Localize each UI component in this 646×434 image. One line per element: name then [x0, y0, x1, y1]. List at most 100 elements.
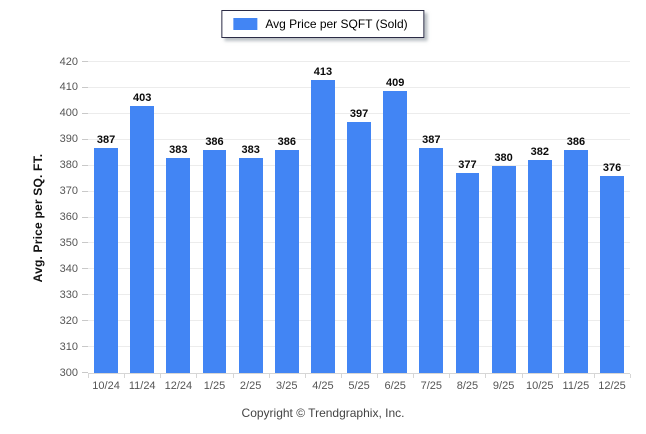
bar-value-label: 386	[205, 136, 224, 149]
gridline-300: 300	[60, 367, 630, 379]
bar	[455, 173, 480, 373]
x-axis-tick-mark	[485, 374, 487, 378]
y-tick-mark	[82, 268, 88, 270]
bar-value-label: 377	[458, 159, 477, 172]
y-tick-mark	[82, 242, 88, 244]
y-tick-mark	[82, 138, 88, 140]
x-axis-tick-mark	[413, 374, 415, 378]
bar-slot-12/24: 383 12/24	[160, 62, 196, 392]
x-axis-tick-mark	[268, 374, 270, 378]
y-tick-label: 350	[59, 236, 78, 249]
legend-label: Avg Price per SQFT (Sold)	[265, 17, 408, 31]
gridline-400: 400	[60, 107, 630, 119]
bar-value-label: 413	[313, 66, 333, 79]
bar-slot-8/25: 377 8/25	[449, 62, 485, 392]
x-tick-label: 2/25	[239, 380, 262, 392]
bar-slot-9/25: 380 9/25	[486, 62, 522, 392]
y-tick-label: 320	[59, 314, 78, 327]
y-tick-mark	[82, 320, 88, 322]
bar	[238, 157, 263, 373]
x-axis-tick-mark	[304, 374, 306, 378]
x-tick-label: 11/25	[562, 380, 590, 392]
y-tick-mark	[82, 190, 88, 192]
bar-slot-10/24: 387 10/24	[88, 62, 124, 392]
x-tick-label: 8/25	[456, 380, 479, 392]
x-tick-label: 12/25	[598, 380, 626, 392]
copyright-text: Copyright © Trendgraphix, Inc.	[241, 406, 405, 420]
x-tick-label: 3/25	[276, 380, 298, 392]
bar-value-label: 376	[602, 162, 622, 175]
x-axis-tick-mark	[196, 374, 198, 378]
x-axis-tick-mark	[160, 374, 162, 378]
x-axis-tick-mark	[449, 374, 451, 378]
y-tick-label: 420	[59, 55, 78, 68]
y-tick-mark	[82, 61, 88, 62]
bar-value-label: 397	[349, 107, 369, 120]
y-tick-label: 410	[59, 81, 78, 94]
bar-value-label: 383	[241, 143, 260, 156]
x-axis-tick-mark	[88, 374, 89, 378]
bar	[527, 160, 552, 373]
bar	[491, 165, 516, 373]
bar-value-label: 386	[277, 136, 296, 149]
bar	[274, 150, 299, 373]
bar-value-label: 387	[422, 133, 441, 146]
x-axis-tick-mark	[521, 374, 523, 378]
bar-slot-1/25: 386 1/25	[196, 62, 232, 392]
y-tick-label: 340	[59, 262, 78, 275]
bar-slot-3/25: 386 3/25	[269, 62, 305, 392]
bar-slot-5/25: 397 5/25	[341, 62, 377, 392]
y-tick-mark	[82, 86, 88, 88]
y-tick-mark	[82, 346, 88, 348]
bar	[202, 150, 227, 373]
x-axis-tick-mark	[377, 374, 379, 378]
x-axis-tick-mark	[124, 374, 126, 378]
x-axis-tick-mark	[340, 374, 342, 378]
bar-value-label: 403	[133, 92, 152, 105]
gridline-420: 420	[60, 56, 630, 68]
x-tick-label: 10/24	[92, 380, 120, 392]
x-axis-tick-mark	[232, 374, 234, 378]
bar	[94, 147, 118, 373]
y-tick-label: 390	[59, 133, 78, 146]
bar-value-label: 383	[169, 143, 188, 156]
x-axis-tick-mark	[630, 374, 631, 378]
x-tick-label: 6/25	[384, 380, 406, 392]
y-tick-mark	[82, 112, 88, 114]
bar-value-label: 386	[566, 136, 586, 149]
y-tick-label: 310	[59, 340, 78, 353]
x-tick-label: 5/25	[348, 380, 370, 392]
bar-value-label: 409	[386, 76, 405, 89]
x-tick-label: 1/25	[203, 380, 226, 392]
bar-value-label: 387	[96, 133, 116, 146]
bar-slot-12/25: 376 12/25	[594, 62, 630, 392]
y-axis-title: Avg. Price per SQ. FT.	[31, 153, 45, 283]
y-tick-label: 300	[59, 366, 78, 379]
bar	[310, 80, 335, 373]
bar	[130, 106, 155, 373]
bar-slot-7/25: 387 7/25	[413, 62, 449, 392]
bar-slot-2/25: 383 2/25	[233, 62, 269, 392]
plot-area: 300 310 320 330 340 350 360 370 380 390 400 410 420 …	[60, 56, 631, 392]
y-tick-mark	[82, 216, 88, 218]
bar	[600, 176, 624, 373]
y-tick-label: 360	[59, 211, 78, 223]
y-tick-label: 330	[59, 288, 78, 301]
bar-slot-11/25: 386 11/25	[558, 62, 594, 392]
bar-value-label: 382	[530, 146, 549, 159]
gridline-410: 410	[60, 81, 630, 93]
x-tick-label: 10/25	[525, 380, 554, 392]
bar	[419, 147, 444, 373]
bar-slot-4/25: 413 4/25	[305, 62, 341, 392]
legend-color-swatch	[233, 18, 258, 30]
y-tick-mark	[82, 294, 88, 296]
x-tick-label: 9/25	[492, 380, 515, 392]
legend: Avg Price per SQFT (Sold)	[221, 10, 425, 38]
y-tick-label: 400	[59, 107, 78, 120]
bar	[347, 121, 371, 373]
bar	[166, 157, 191, 373]
x-tick-label: 12/24	[164, 380, 193, 392]
y-tick-label: 370	[59, 185, 78, 198]
y-tick-mark	[82, 164, 88, 166]
